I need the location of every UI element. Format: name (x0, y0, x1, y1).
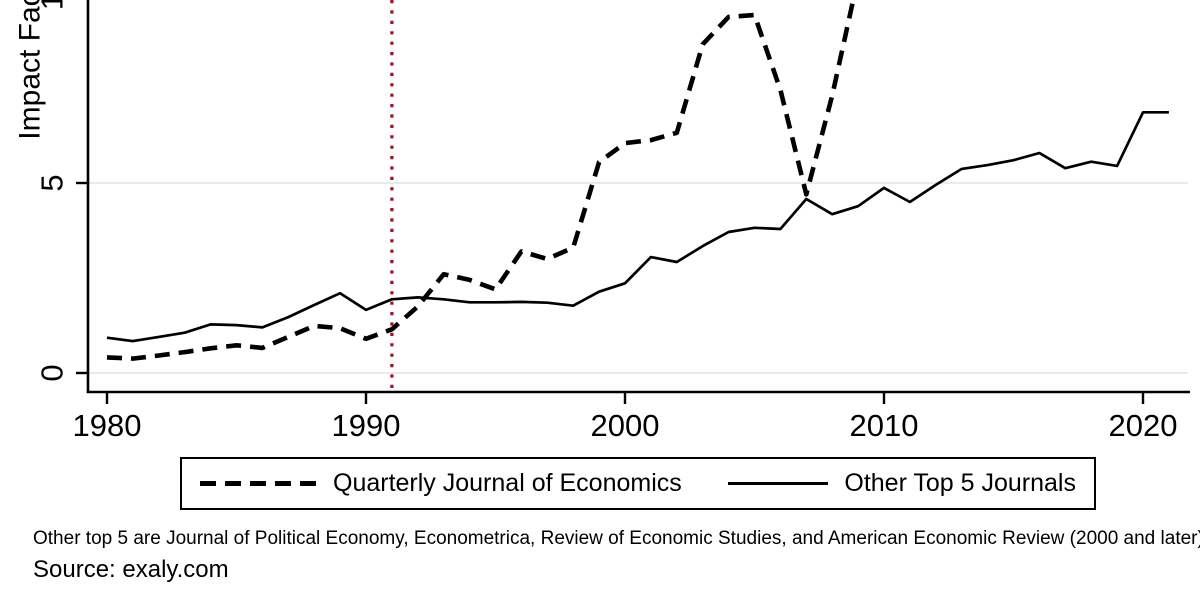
x-tick-label-2000: 2000 (591, 408, 660, 443)
footnote: Other top 5 are Journal of Political Eco… (33, 528, 1200, 549)
x-tick-label-2020: 2020 (1109, 408, 1178, 443)
y-tick-label-5: 5 (35, 174, 70, 191)
y-tick-label-0: 0 (35, 364, 70, 381)
y-axis-title: Impact Factor (14, 0, 47, 140)
y-tick-label-10: 10 (35, 0, 70, 10)
legend: Quarterly Journal of Economics Other Top… (180, 457, 1096, 510)
impact-factor-chart: 0 5 10 1980 1990 2000 2010 2020 Impact F… (14, 0, 1190, 443)
legend-label-other: Other Top 5 Journals (844, 469, 1076, 497)
x-tick-label-1980: 1980 (73, 408, 142, 443)
legend-label-qje: Quarterly Journal of Economics (333, 469, 682, 497)
other-top5-line (106, 110, 1169, 343)
other-solid-line-sample (728, 482, 829, 485)
qje-dashed-line-sample (200, 481, 316, 486)
x-tick-label-1990: 1990 (332, 408, 401, 443)
source-credit: Source: exaly.com (33, 556, 229, 583)
qje-line (106, 0, 856, 361)
x-tick-label-2010: 2010 (850, 408, 919, 443)
